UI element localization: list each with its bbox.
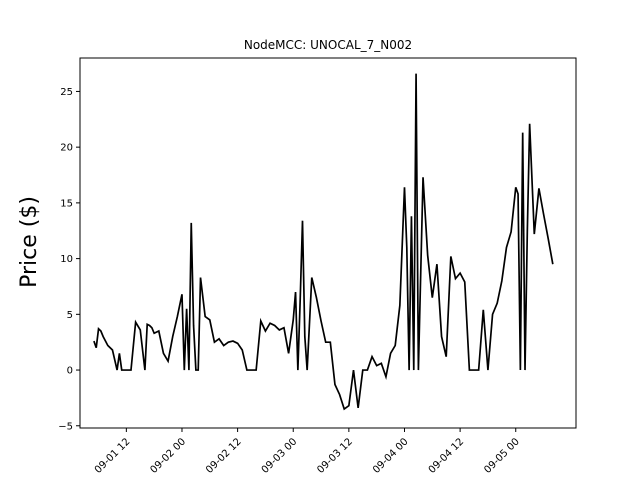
y-tick-label: 20 — [60, 143, 73, 154]
y-tick-label: 25 — [60, 87, 73, 98]
y-tick-label: 5 — [67, 310, 73, 321]
axes-frame — [79, 57, 577, 429]
y-tick-label: −5 — [58, 421, 73, 432]
plot-area — [79, 57, 577, 429]
series-line-0 — [93, 73, 554, 411]
y-tick-label: 0 — [67, 366, 73, 377]
series-layer — [93, 73, 554, 411]
y-axis: −5 0 5 10 15 20 25 — [58, 87, 80, 432]
y-tick-label: 10 — [60, 254, 73, 265]
chart-title: NodeMCC: UNOCAL_7_N002 — [244, 38, 412, 52]
y-tick-label: 15 — [60, 198, 73, 209]
y-axis-label: Price ($) — [17, 196, 42, 288]
